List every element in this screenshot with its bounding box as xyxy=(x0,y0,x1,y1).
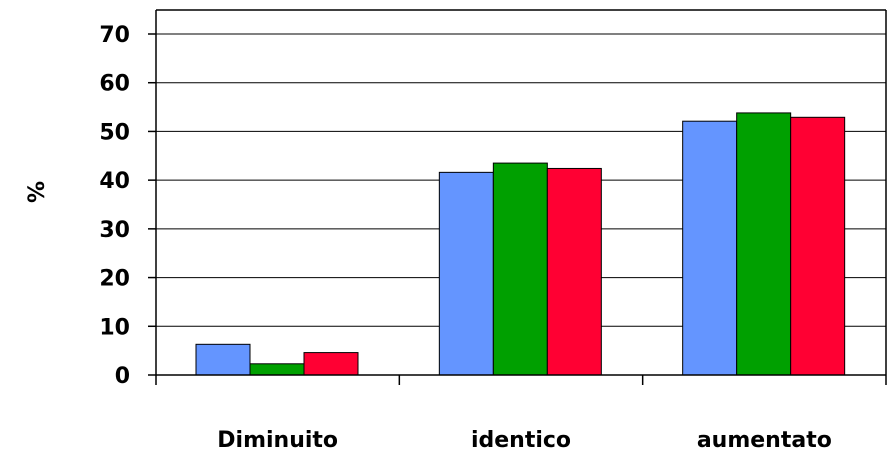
bar-diminuito-series-2 xyxy=(249,363,305,376)
bar-diminuito-series-1 xyxy=(195,343,251,376)
bar-diminuito-series-3 xyxy=(303,352,359,376)
bar-identico-series-3 xyxy=(546,167,602,376)
bars xyxy=(195,112,846,376)
y-tick-label: 0 xyxy=(115,364,130,389)
y-tick-label: 40 xyxy=(99,169,130,194)
bar-aumentato-series-1 xyxy=(682,120,738,376)
y-tick-label: 50 xyxy=(99,120,130,145)
axes xyxy=(155,10,886,376)
x-category-label: Diminuito xyxy=(217,428,338,453)
y-tick-label: 30 xyxy=(99,218,130,243)
y-tick-label: 10 xyxy=(99,315,130,340)
x-category-label: aumentato xyxy=(697,428,832,453)
bar-aumentato-series-3 xyxy=(790,116,846,376)
bar-identico-series-1 xyxy=(438,171,494,376)
x-category-label: identico xyxy=(471,428,571,453)
y-tick-labels: 0 10 20 30 40 50 60 70 xyxy=(99,23,130,389)
y-tick-label: 20 xyxy=(99,267,130,292)
y-axis-label: % xyxy=(25,181,50,203)
bar-aumentato-series-2 xyxy=(736,112,792,376)
x-category-labels: Diminuito identico aumentato xyxy=(217,428,832,453)
y-tick-label: 60 xyxy=(99,72,130,97)
bar-identico-series-2 xyxy=(492,162,548,376)
y-tick-label: 70 xyxy=(99,23,130,48)
